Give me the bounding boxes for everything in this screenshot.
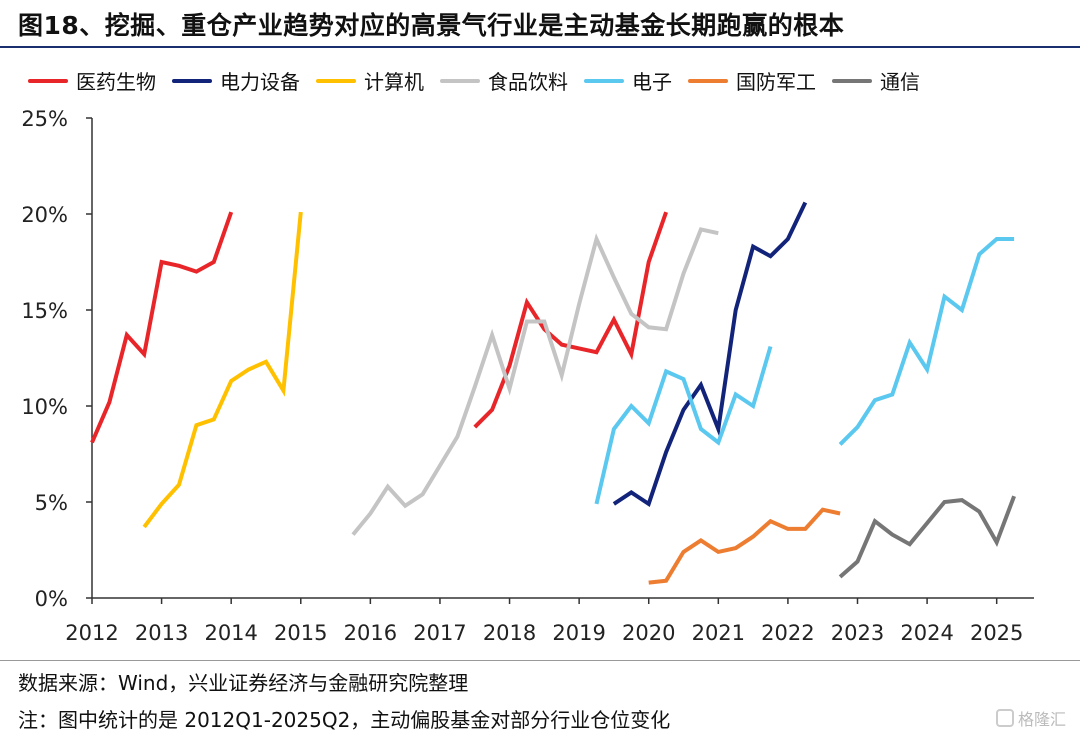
series-line-3 [351,227,719,536]
legend-swatch [584,78,624,83]
series-line-4 [838,237,1015,446]
legend-swatch [440,78,480,83]
watermark: 格隆汇 [995,706,1066,730]
legend-item: 国防军工 [688,66,816,95]
legend-swatch [316,78,356,83]
legend-swatch [28,78,68,83]
y-tick-label: 15% [21,299,68,323]
legend-label: 电子 [632,70,672,94]
legend-item: 医药生物 [28,66,156,95]
legend-swatch [688,78,728,83]
y-tick-label: 0% [35,587,68,611]
x-tick-label: 2023 [831,621,884,645]
x-tick-label: 2013 [135,621,188,645]
y-tick-label: 20% [21,203,68,227]
series-line-5 [648,507,841,585]
x-tick-label: 2022 [761,621,814,645]
x-tick-label: 2024 [900,621,953,645]
x-tick-label: 2015 [274,621,327,645]
legend-label: 食品饮料 [488,70,568,94]
data-source: 数据来源：Wind，兴业证券经济与金融研究院整理 [18,671,469,695]
series-line-2 [142,211,303,529]
legend-label: 医药生物 [76,70,156,94]
y-tick-label: 25% [21,107,68,131]
y-tick-label: 10% [21,395,68,419]
x-tick-label: 2020 [622,621,675,645]
series-line-0 [90,211,234,444]
legend-item: 通信 [832,66,920,95]
legend-label: 通信 [880,70,920,94]
x-tick-label: 2012 [65,621,118,645]
series-line-6 [838,495,1016,579]
footer-divider [0,660,1080,661]
chart-title: 图18、挖掘、重仓产业趋势对应的高景气行业是主动基金长期跑赢的根本 [18,11,845,40]
x-tick-label: 2018 [483,621,536,645]
chart-note: 注：图中统计的是 2012Q1-2025Q2，主动偏股基金对部分行业仓位变化 [18,708,671,732]
x-tick-label: 2017 [413,621,466,645]
title-divider [0,46,1080,48]
x-tick-label: 2025 [970,621,1023,645]
legend-label: 国防军工 [736,70,816,94]
legend-swatch [172,78,212,83]
legend-item: 计算机 [316,66,424,95]
x-tick-label: 2019 [552,621,605,645]
legend-item: 食品饮料 [440,66,568,95]
legend-item: 电力设备 [172,66,300,95]
x-tick-label: 2021 [692,621,745,645]
x-tick-label: 2016 [344,621,397,645]
watermark-logo-icon [995,709,1014,727]
chart-legend: 医药生物 电力设备 计算机 食品饮料 电子 国防军工 通信 [28,66,920,95]
line-chart: 0% 5% 10% 15% 20% 25% 2012 2013 2014 2015 2016 2017… [21,107,1034,645]
series-line-4 [594,345,773,505]
legend-label: 电力设备 [220,70,300,94]
series-line-1 [612,201,808,508]
legend-item: 电子 [584,66,672,95]
watermark-text: 格隆汇 [1017,710,1066,729]
legend-label: 计算机 [364,70,424,94]
legend-swatch [832,78,872,83]
x-tick-label: 2014 [204,621,257,645]
y-tick-label: 5% [35,491,68,515]
